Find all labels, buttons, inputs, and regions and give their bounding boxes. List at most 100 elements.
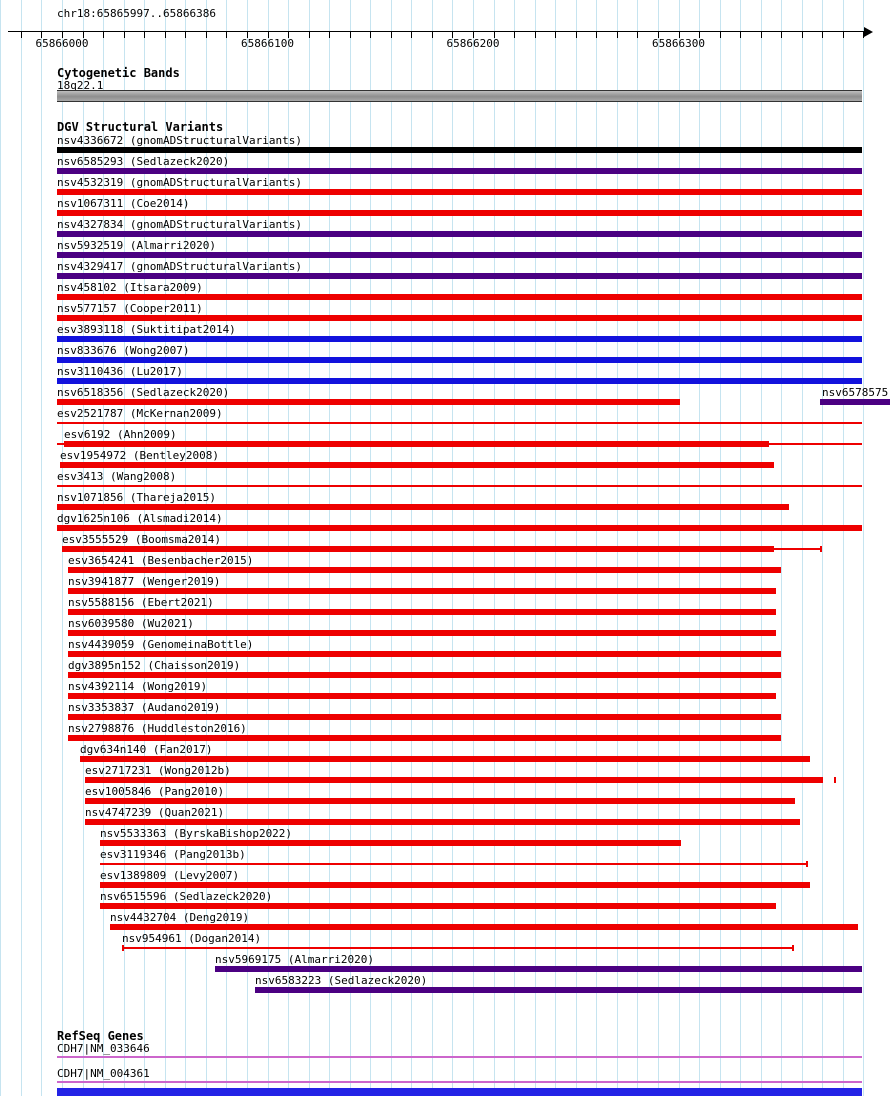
variant-label[interactable]: esv3413 (Wang2008) [57, 470, 177, 483]
variant-bar[interactable] [57, 378, 862, 384]
variant-label[interactable]: nsv4327834 (gnomADStructuralVariants) [57, 218, 303, 231]
variant-bar[interactable] [57, 231, 862, 237]
variant-bar[interactable] [68, 588, 776, 594]
variant-bar[interactable] [60, 462, 774, 468]
variant-bar[interactable] [57, 189, 862, 195]
variant-bar[interactable] [68, 714, 781, 720]
variant-bar[interactable] [57, 525, 862, 531]
variant-label[interactable]: nsv3353837 (Audano2019) [68, 701, 221, 714]
variant-label[interactable]: nsv5533363 (ByrskaBishop2022) [100, 827, 293, 840]
variant-label[interactable]: nsv1071856 (Thareja2015) [57, 491, 216, 504]
variant-bar[interactable] [215, 966, 862, 972]
variant-label[interactable]: esv3119346 (Pang2013b) [100, 848, 246, 861]
variant-label[interactable]: dgv3895n152 (Chaisson2019) [68, 659, 241, 672]
ruler-tick [637, 32, 639, 38]
ruler-tick [20, 32, 22, 38]
variant-bar[interactable] [57, 294, 862, 300]
variant-label[interactable]: nsv4747239 (Quan2021) [85, 806, 225, 819]
variant-label[interactable]: esv6192 (Ahn2009) [64, 428, 177, 441]
gene-line[interactable] [57, 1081, 862, 1083]
variant-bar[interactable] [122, 947, 794, 949]
ruler-tick [699, 32, 701, 38]
variant-label[interactable]: nsv3941877 (Wenger2019) [68, 575, 221, 588]
variant-label[interactable]: nsv4392114 (Wong2019) [68, 680, 208, 693]
variant-bar[interactable] [68, 735, 781, 741]
variant-bar[interactable] [774, 548, 820, 550]
variant-bar[interactable] [68, 693, 776, 699]
variant-bar[interactable] [57, 273, 862, 279]
variant-bar[interactable] [57, 485, 862, 487]
variant-bar[interactable] [792, 945, 794, 951]
variant-label[interactable]: nsv6578575 [822, 386, 889, 399]
variant-label[interactable]: esv1005846 (Pang2010) [85, 785, 225, 798]
variant-label[interactable]: esv2717231 (Wong2012b) [85, 764, 231, 777]
variant-bar[interactable] [68, 672, 781, 678]
variant-bar[interactable] [57, 357, 862, 363]
variant-bar[interactable] [85, 798, 795, 804]
gene-label[interactable]: CDH7|NM_004361 [57, 1067, 150, 1080]
variant-label[interactable]: esv1954972 (Bentley2008) [60, 449, 219, 462]
variant-label[interactable]: nsv6515596 (Sedlazeck2020) [100, 890, 273, 903]
variant-bar[interactable] [68, 651, 781, 657]
variant-bar[interactable] [806, 861, 808, 867]
variant-label[interactable]: nsv458102 (Itsara2009) [57, 281, 203, 294]
ruler-tick [103, 32, 105, 38]
variant-bar[interactable] [80, 756, 810, 762]
variant-label[interactable]: nsv4439059 (GenomeinaBottle) [68, 638, 254, 651]
variant-label[interactable]: nsv4329417 (gnomADStructuralVariants) [57, 260, 303, 273]
variant-bar[interactable] [68, 630, 776, 636]
variant-bar[interactable] [100, 882, 810, 888]
variant-bar[interactable] [100, 863, 806, 865]
variant-bar[interactable] [57, 336, 862, 342]
variant-bar[interactable] [68, 567, 781, 573]
variant-label[interactable]: nsv6583223 (Sedlazeck2020) [255, 974, 428, 987]
gene-exon-bar[interactable] [57, 1088, 862, 1096]
ruler-tick [719, 32, 721, 38]
variant-bar[interactable] [68, 609, 776, 615]
variant-label[interactable]: nsv577157 (Cooper2011) [57, 302, 203, 315]
variant-bar[interactable] [57, 147, 862, 153]
ruler-tick [164, 32, 166, 38]
variant-bar[interactable] [57, 504, 789, 510]
variant-bar[interactable] [834, 777, 836, 783]
variant-label[interactable]: nsv5969175 (Almarri2020) [215, 953, 374, 966]
variant-bar[interactable] [85, 819, 800, 825]
variant-bar[interactable] [57, 210, 862, 216]
variant-label[interactable]: nsv833676 (Wong2007) [57, 344, 190, 357]
variant-bar[interactable] [57, 399, 680, 405]
variant-label[interactable]: nsv5932519 (Almarri2020) [57, 239, 216, 252]
variant-label[interactable]: nsv4532319 (gnomADStructuralVariants) [57, 176, 303, 189]
variant-bar[interactable] [57, 252, 862, 258]
variant-bar[interactable] [62, 546, 774, 552]
variant-bar[interactable] [820, 546, 822, 552]
gene-line[interactable] [57, 1056, 862, 1058]
variant-bar[interactable] [57, 422, 862, 424]
variant-label[interactable]: esv2521787 (McKernan2009) [57, 407, 223, 420]
variant-label[interactable]: nsv4432704 (Deng2019) [110, 911, 250, 924]
variant-bar[interactable] [85, 777, 823, 783]
variant-bar[interactable] [110, 924, 858, 930]
variant-label[interactable]: nsv6585293 (Sedlazeck2020) [57, 155, 230, 168]
variant-label[interactable]: nsv4336672 (gnomADStructuralVariants) [57, 134, 303, 147]
variant-label[interactable]: nsv954961 (Dogan2014) [122, 932, 262, 945]
variant-bar[interactable] [57, 315, 862, 321]
variant-label[interactable]: nsv6039580 (Wu2021) [68, 617, 194, 630]
variant-label[interactable]: esv1389809 (Levy2007) [100, 869, 240, 882]
variant-label[interactable]: dgv1625n106 (Alsmadi2014) [57, 512, 223, 525]
variant-bar[interactable] [255, 987, 862, 993]
variant-bar[interactable] [64, 441, 769, 447]
gene-label[interactable]: CDH7|NM_033646 [57, 1042, 150, 1055]
variant-label[interactable]: esv3555529 (Boomsma2014) [62, 533, 221, 546]
variant-bar[interactable] [820, 399, 890, 405]
variant-label[interactable]: dgv634n140 (Fan2017) [80, 743, 213, 756]
variant-bar[interactable] [57, 168, 862, 174]
variant-bar[interactable] [100, 840, 681, 846]
variant-label[interactable]: nsv1067311 (Coe2014) [57, 197, 190, 210]
variant-label[interactable]: esv3893118 (Suktitipat2014) [57, 323, 236, 336]
variant-label[interactable]: nsv3110436 (Lu2017) [57, 365, 183, 378]
variant-bar[interactable] [100, 903, 776, 909]
variant-label[interactable]: esv3654241 (Besenbacher2015) [68, 554, 254, 567]
variant-label[interactable]: nsv6518356 (Sedlazeck2020) [57, 386, 230, 399]
variant-label[interactable]: nsv2798876 (Huddleston2016) [68, 722, 247, 735]
variant-label[interactable]: nsv5588156 (Ebert2021) [68, 596, 214, 609]
